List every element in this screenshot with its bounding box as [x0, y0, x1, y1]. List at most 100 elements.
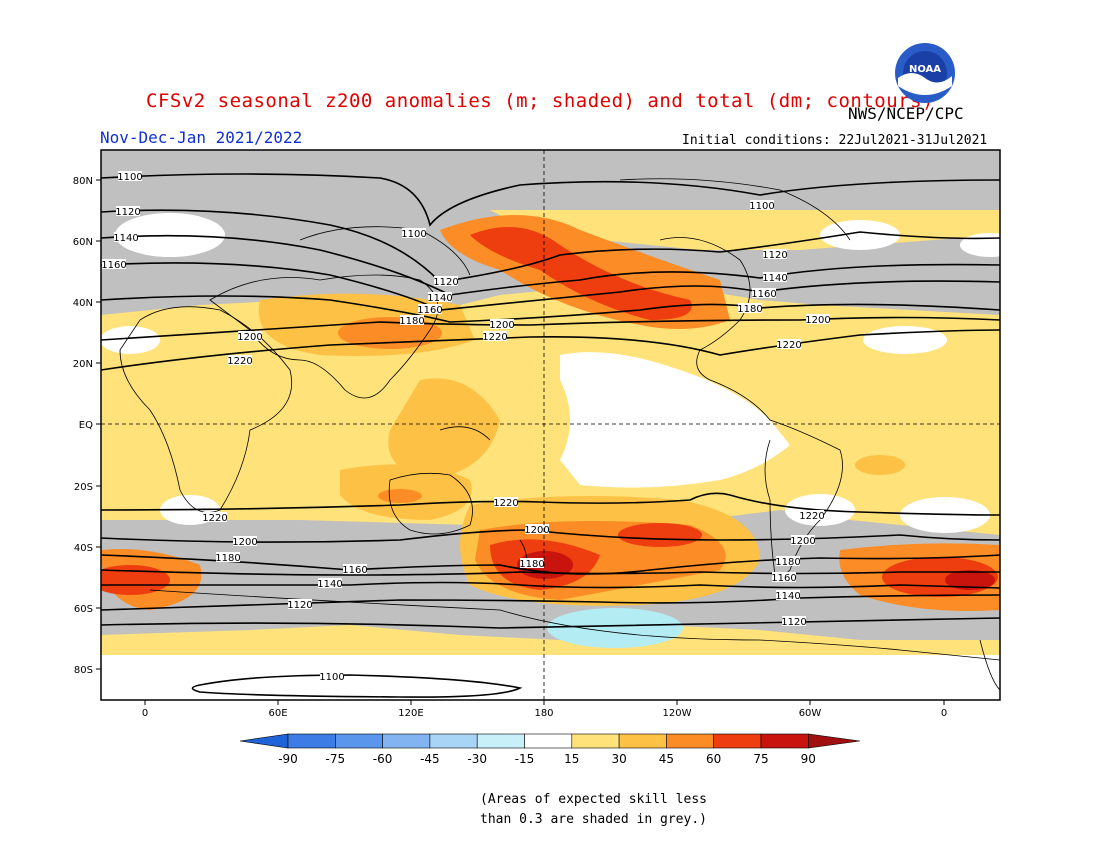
colorbar-segment	[287, 733, 336, 749]
lat-tick: 40N	[73, 298, 101, 309]
contour-label: 1120	[287, 599, 313, 611]
lat-label: 20N	[73, 359, 93, 370]
contour-label: 1120	[115, 206, 141, 218]
contour-label: 1160	[101, 259, 127, 271]
colorbar-tick-label: 15	[564, 752, 579, 766]
contour-label: 1160	[751, 288, 777, 300]
colorbar-tick-label: -30	[467, 752, 487, 766]
contour-label-text: 1200	[524, 525, 549, 536]
contour-label-text: 1200	[790, 536, 815, 547]
contour-label-text: 1220	[227, 356, 252, 367]
contour-label-text: 1220	[799, 511, 824, 522]
contour-label-text: 1100	[319, 672, 344, 683]
contour-label-text: 1100	[749, 201, 774, 212]
colorbar-segment	[382, 733, 431, 749]
contour-label: 1160	[417, 304, 443, 316]
contour-label-text: 1220	[493, 498, 518, 509]
contour-label: 1200	[790, 535, 816, 547]
colorbar: -90 -75 -60 -45 -30 -15 15 30 45 60 75 90	[239, 733, 861, 766]
contour-label: 1180	[775, 556, 801, 568]
colorbar-arrow-right	[807, 733, 861, 749]
lat-tick: 20N	[73, 359, 101, 370]
lon-tick: 0	[941, 700, 947, 719]
contour-label: 1200	[489, 319, 515, 331]
colorbar-segment	[524, 733, 573, 749]
lat-label: 80S	[74, 665, 93, 676]
lat-tick: 80N	[73, 176, 101, 187]
contour-label: 1200	[237, 331, 263, 343]
map-field: 1100 1120 1140 1160 1100 1120 1140 1160 …	[101, 150, 1000, 700]
lat-tick: 60S	[74, 604, 101, 615]
contour-label-text: 1140	[762, 273, 787, 284]
contour-label-text: 1200	[237, 332, 262, 343]
contour-label: 1200	[524, 524, 550, 536]
lat-label: 60S	[74, 604, 93, 615]
contour-label: 1140	[427, 292, 453, 304]
positive-anomalies	[101, 215, 1000, 611]
colorbar-segment	[571, 733, 620, 749]
contour-label: 1220	[493, 497, 519, 509]
contour-label-text: 1140	[113, 233, 138, 244]
contour-label-text: 1200	[805, 315, 830, 326]
contour-label-text: 1180	[215, 553, 240, 564]
contour-labels: 1100 1120 1140 1160 1100 1120 1140 1160 …	[101, 171, 831, 683]
lon-tick: 180	[534, 700, 554, 719]
contour-label-text: 1140	[427, 293, 452, 304]
contour-label-text: 1160	[342, 565, 367, 576]
contour-label: 1220	[227, 355, 253, 367]
contour-label-text: 1180	[775, 557, 800, 568]
lat-label: EQ	[79, 420, 93, 431]
colorbar-tick-label: -60	[373, 752, 393, 766]
colorbar-tick-label: -45	[420, 752, 440, 766]
colorbar-segment	[713, 733, 762, 749]
contour-label: 1200	[232, 536, 258, 548]
contour-label: 1180	[399, 315, 425, 327]
lat-label: 80N	[73, 176, 93, 187]
contour-label-text: 1180	[737, 304, 762, 315]
contour-label: 1180	[519, 558, 545, 570]
contour-label: 1220	[799, 510, 825, 522]
lat-tick: EQ	[79, 420, 101, 431]
contour-label-text: 1180	[399, 316, 424, 327]
contour-label-text: 1160	[417, 305, 442, 316]
contour-label-text: 1120	[115, 207, 140, 218]
lon-label: 0	[142, 708, 148, 719]
noaa-logo-icon: NOAA	[895, 43, 955, 103]
contour-label: 1160	[342, 564, 368, 576]
contour-label-text: 1120	[287, 600, 312, 611]
contour-label: 1100	[319, 671, 345, 683]
contour-label-text: 1100	[117, 172, 142, 183]
lat-tick: 20S	[74, 482, 101, 493]
contour-label-text: 1120	[433, 277, 458, 288]
colorbar-tick-label: -75	[325, 752, 345, 766]
colorbar-tick-label: 30	[611, 752, 626, 766]
contour-label: 1120	[433, 276, 459, 288]
lat-label: 40S	[74, 543, 93, 554]
logo-text: NOAA	[909, 64, 941, 75]
contour-label-text: 1200	[232, 537, 257, 548]
lon-tick: 60W	[799, 700, 821, 719]
contour-label: 1140	[762, 272, 788, 284]
colorbar-segment	[666, 733, 715, 749]
colorbar-segment	[760, 733, 809, 749]
lat-tick: 60N	[73, 237, 101, 248]
skill-note-line1: (Areas of expected skill less	[480, 792, 707, 807]
colorbar-tick-label: 90	[801, 752, 816, 766]
contour-label: 1120	[762, 249, 788, 261]
contour-label-text: 1160	[751, 289, 776, 300]
lon-label: 180	[534, 708, 553, 719]
contour-label-text: 1220	[776, 340, 801, 351]
contour-label-text: 1220	[202, 513, 227, 524]
contour-label: 1200	[805, 314, 831, 326]
agency-label: NWS/NCEP/CPC	[848, 104, 964, 123]
colorbar-segment	[618, 733, 667, 749]
contour-label-text: 1120	[762, 250, 787, 261]
contour-label-text: 1220	[482, 332, 507, 343]
latitude-axis: 80N 60N 40N 20N EQ 20S 40S 60S 80S	[73, 176, 101, 676]
lat-label: 40N	[73, 298, 93, 309]
lon-label: 0	[941, 708, 947, 719]
contour-label: 1220	[202, 512, 228, 524]
contour-label: 1140	[775, 590, 801, 602]
contour-label-text: 1120	[781, 617, 806, 628]
